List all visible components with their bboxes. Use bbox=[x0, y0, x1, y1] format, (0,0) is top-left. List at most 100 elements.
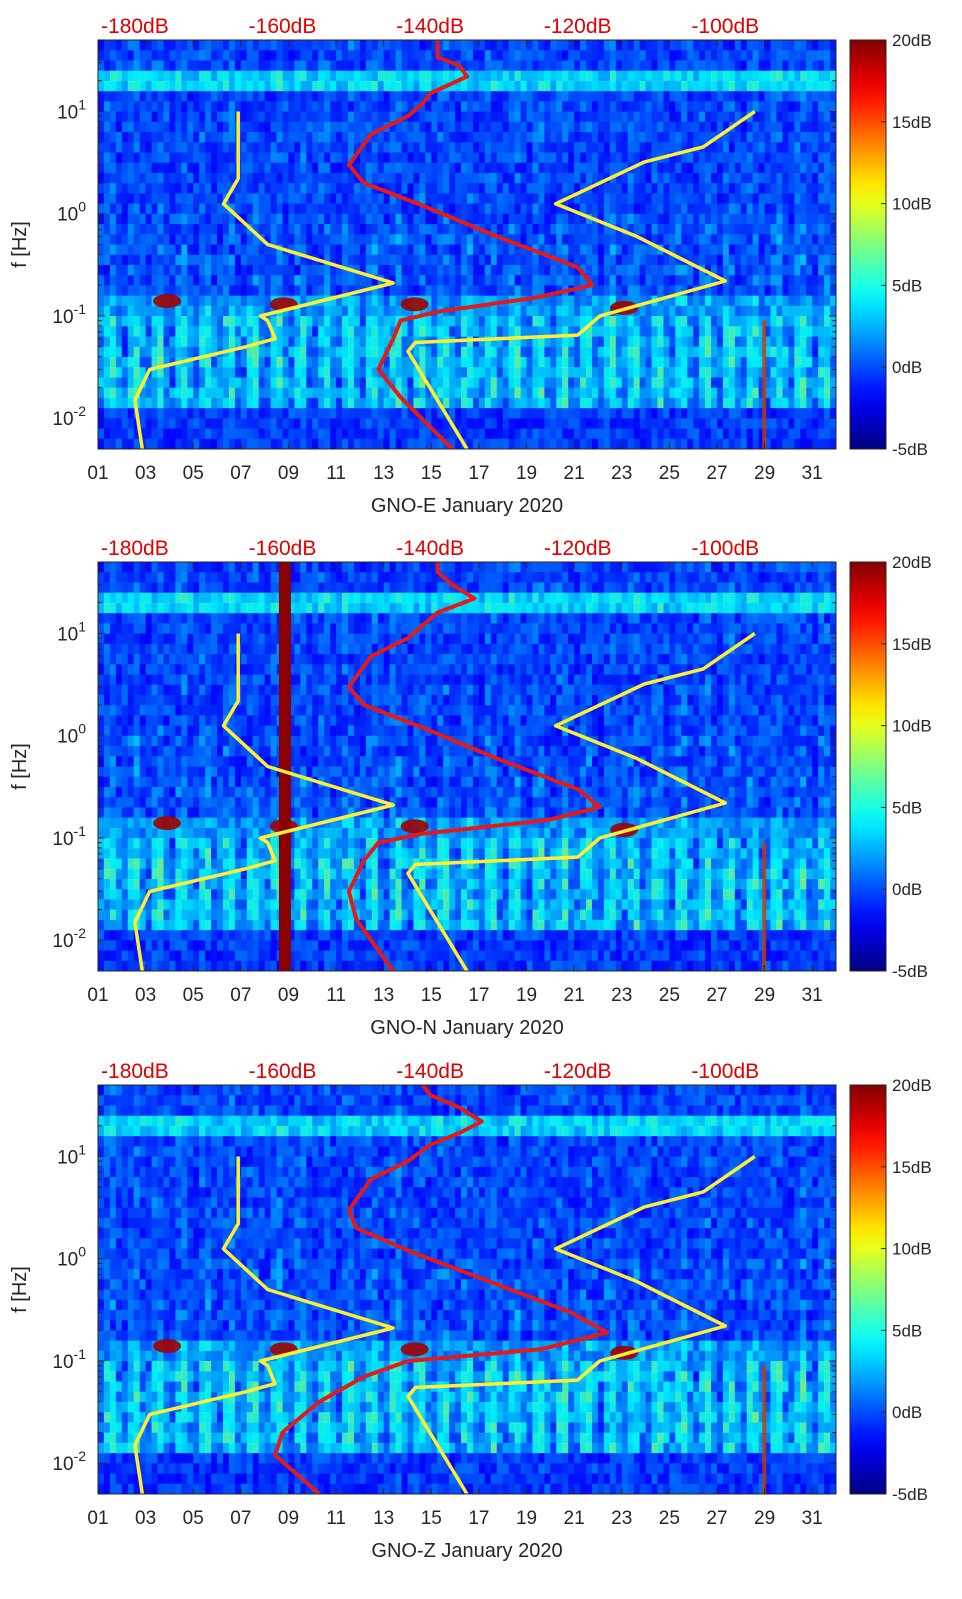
top-db-tick-label: -120dB bbox=[544, 15, 612, 38]
top-db-tick-label: -140dB bbox=[396, 537, 464, 560]
x-tick-label: 17 bbox=[468, 985, 489, 1006]
top-db-tick-label: -180dB bbox=[101, 537, 169, 560]
x-tick-label: 05 bbox=[183, 463, 204, 484]
curve-red-median bbox=[346, 40, 595, 449]
colorbar-tick-label: 0dB bbox=[892, 880, 922, 899]
y-axis-title: f [Hz] bbox=[9, 221, 31, 268]
x-tick-label: 09 bbox=[278, 985, 299, 1006]
colorbar-tick-label: -5dB bbox=[892, 962, 928, 981]
top-db-tick-label: -160dB bbox=[249, 15, 317, 38]
x-tick-label: 01 bbox=[87, 1508, 108, 1529]
top-db-tick-label: -160dB bbox=[249, 1060, 317, 1083]
top-db-tick-label: -100dB bbox=[691, 537, 759, 560]
colorbar-tick-label: 0dB bbox=[892, 1403, 922, 1422]
y-tick-label: 10-1 bbox=[52, 823, 86, 850]
colorbar-tick-label: 15dB bbox=[892, 635, 932, 654]
y-tick-label: 10-2 bbox=[52, 403, 86, 430]
x-tick-label: 15 bbox=[421, 463, 442, 484]
x-axis-title: GNO-N January 2020 bbox=[370, 1017, 563, 1039]
colorbar-tick-label: 10dB bbox=[892, 195, 932, 214]
x-tick-label: 29 bbox=[754, 985, 775, 1006]
y-tick-label: 10-1 bbox=[52, 1346, 86, 1373]
y-axis-title: f [Hz] bbox=[9, 1266, 31, 1313]
curve-red-median bbox=[273, 1085, 610, 1494]
curve-yellow-low-noise-model bbox=[133, 1156, 395, 1494]
x-tick-label: 11 bbox=[326, 985, 346, 1006]
spectrogram-background bbox=[98, 40, 836, 449]
spectrogram-background bbox=[98, 1085, 836, 1494]
x-tick-label: 23 bbox=[611, 985, 632, 1006]
x-tick-label: 15 bbox=[421, 1508, 442, 1529]
x-tick-label: 23 bbox=[611, 463, 632, 484]
top-db-tick-label: -160dB bbox=[249, 537, 317, 560]
colorbar-tick-label: 20dB bbox=[892, 553, 932, 572]
x-tick-label: 03 bbox=[135, 985, 156, 1006]
colorbar bbox=[849, 561, 887, 972]
spectrogram-chart: 01 03 05 07 09 11 13 15 17 19 21 23 25 27 29 31 10-2 10-1… bbox=[9, 537, 932, 1039]
colorbar-tick-label: 10dB bbox=[892, 717, 932, 736]
colorbar-tick-label: 5dB bbox=[892, 798, 922, 817]
x-tick-label: 27 bbox=[706, 463, 727, 484]
colorbar bbox=[849, 39, 887, 450]
y-tick-label: 100 bbox=[57, 721, 86, 748]
x-tick-label: 21 bbox=[564, 985, 585, 1006]
x-tick-label: 31 bbox=[802, 1508, 823, 1529]
x-tick-label: 17 bbox=[468, 1508, 489, 1529]
x-tick-label: 05 bbox=[183, 985, 204, 1006]
x-tick-label: 31 bbox=[802, 463, 823, 484]
x-tick-label: 13 bbox=[373, 985, 394, 1006]
top-db-tick-label: -120dB bbox=[544, 537, 612, 560]
y-axis-title: f [Hz] bbox=[9, 743, 31, 790]
x-tick-label: 17 bbox=[468, 463, 489, 484]
x-tick-label: 01 bbox=[87, 985, 108, 1006]
top-db-tick-label: -120dB bbox=[544, 1060, 612, 1083]
x-tick-label: 09 bbox=[278, 1508, 299, 1529]
top-db-tick-label: -100dB bbox=[691, 15, 759, 38]
y-tick-label: 10-2 bbox=[52, 1448, 86, 1475]
colorbar bbox=[849, 1084, 887, 1495]
x-tick-label: 29 bbox=[754, 1508, 775, 1529]
colorbar-tick-label: -5dB bbox=[892, 440, 928, 459]
colorbar-tick-label: 15dB bbox=[892, 113, 932, 132]
x-tick-label: 11 bbox=[326, 463, 346, 484]
y-tick-label: 101 bbox=[57, 96, 86, 123]
spectrogram-chart: 01 03 05 07 09 11 13 15 17 19 21 23 25 27 29 31 10-2 10-1… bbox=[9, 1060, 932, 1562]
colorbar-tick-label: 20dB bbox=[892, 1076, 932, 1095]
curve-yellow-low-noise-model bbox=[133, 111, 395, 449]
colorbar-tick-label: -5dB bbox=[892, 1485, 928, 1504]
top-db-tick-label: -140dB bbox=[396, 15, 464, 38]
top-db-tick-label: -100dB bbox=[691, 1060, 759, 1083]
panel-gno-e: 01 03 05 07 09 11 13 15 17 19 21 23 25 27 29 31 10-2 10-1… bbox=[0, 0, 962, 533]
spectrogram-background bbox=[98, 562, 836, 971]
y-tick-label: 101 bbox=[57, 1141, 86, 1168]
x-tick-label: 05 bbox=[183, 1508, 204, 1529]
colorbar-tick-label: 0dB bbox=[892, 358, 922, 377]
x-tick-label: 13 bbox=[373, 1508, 394, 1529]
x-tick-label: 27 bbox=[706, 1508, 727, 1529]
curve-yellow-high-noise-model bbox=[406, 1155, 756, 1494]
x-tick-label: 15 bbox=[421, 985, 442, 1006]
x-tick-label: 19 bbox=[516, 985, 537, 1006]
panel-gno-z: 01 03 05 07 09 11 13 15 17 19 21 23 25 27 29 31 10-2 10-1… bbox=[0, 1045, 962, 1578]
curve-yellow-high-noise-model bbox=[406, 110, 756, 449]
x-tick-label: 07 bbox=[230, 985, 251, 1006]
top-db-tick-label: -180dB bbox=[101, 1060, 169, 1083]
colorbar-tick-label: 10dB bbox=[892, 1240, 932, 1259]
top-db-tick-label: -180dB bbox=[101, 15, 169, 38]
x-tick-label: 13 bbox=[373, 463, 394, 484]
x-tick-label: 01 bbox=[87, 463, 108, 484]
y-tick-label: 100 bbox=[57, 1244, 86, 1271]
x-tick-label: 19 bbox=[516, 1508, 537, 1529]
x-tick-label: 07 bbox=[230, 1508, 251, 1529]
colorbar-tick-label: 5dB bbox=[892, 1321, 922, 1340]
curve-red-median bbox=[346, 562, 602, 971]
colorbar-tick-label: 5dB bbox=[892, 276, 922, 295]
x-tick-label: 21 bbox=[564, 463, 585, 484]
x-tick-label: 25 bbox=[659, 1508, 680, 1529]
x-axis-title: GNO-E January 2020 bbox=[371, 495, 563, 517]
x-tick-label: 21 bbox=[564, 1508, 585, 1529]
curve-yellow-low-noise-model bbox=[133, 633, 395, 971]
x-tick-label: 25 bbox=[659, 463, 680, 484]
x-tick-label: 25 bbox=[659, 985, 680, 1006]
x-tick-label: 03 bbox=[135, 1508, 156, 1529]
